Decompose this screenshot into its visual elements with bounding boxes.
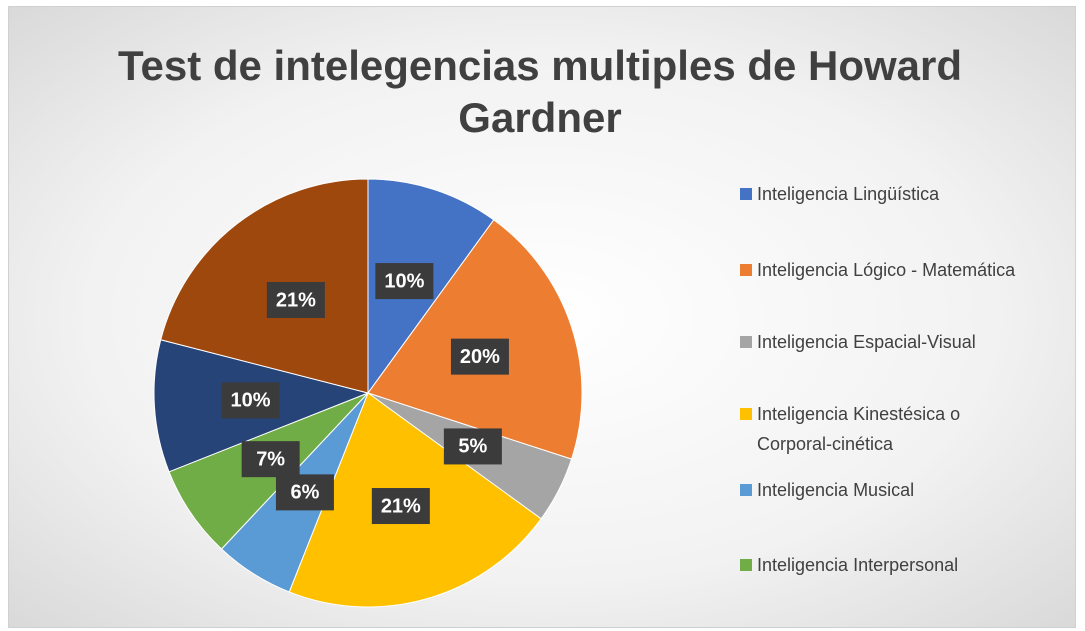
data-label: 5%	[458, 436, 487, 458]
legend-item: Inteligencia Lingüística	[740, 179, 1030, 209]
data-label: 21%	[381, 495, 421, 517]
data-label-box	[371, 488, 430, 525]
legend-label: Inteligencia Espacial-Visual	[757, 332, 976, 352]
chart-title: Test de intelegencias multiples de Howar…	[117, 42, 963, 141]
data-label: 6%	[290, 482, 319, 504]
data-label: 10%	[384, 270, 424, 292]
legend-item: Inteligencia Lógico - Matemática	[740, 255, 1030, 285]
legend-label: Inteligencia Musical	[757, 480, 915, 500]
data-label-box	[450, 338, 509, 375]
legend-label: Inteligencia Kinestésica o Corporal-ciné…	[757, 404, 961, 454]
legend-swatch	[740, 336, 752, 348]
legend-swatch	[740, 484, 752, 496]
legend-swatch	[740, 408, 752, 420]
data-label-box	[221, 382, 280, 419]
legend-label: Inteligencia Lógico - Matemática	[757, 260, 1016, 280]
pie-slice	[160, 178, 369, 394]
data-label-box	[266, 281, 325, 318]
legend-swatch	[740, 559, 752, 571]
data-label: 10%	[231, 390, 271, 412]
legend-label: Inteligencia Lingüística	[757, 184, 940, 204]
legend-item: Inteligencia Espacial-Visual	[740, 327, 1030, 357]
legend-item: Inteligencia Musical	[740, 475, 1030, 505]
legend-swatch	[740, 188, 752, 200]
data-label-box	[241, 441, 300, 478]
legend-label: Inteligencia Interpersonal	[757, 555, 959, 575]
data-label: 7%	[256, 448, 285, 470]
data-label-box	[275, 474, 334, 511]
data-label: 21%	[276, 289, 316, 311]
data-label-box	[375, 263, 434, 300]
legend-item: Inteligencia Interpersonal	[740, 550, 1030, 580]
legend-item: Inteligencia Kinestésica o Corporal-ciné…	[740, 399, 1030, 459]
data-label-box	[443, 428, 502, 465]
data-label: 20%	[460, 346, 500, 368]
legend-swatch	[740, 264, 752, 276]
